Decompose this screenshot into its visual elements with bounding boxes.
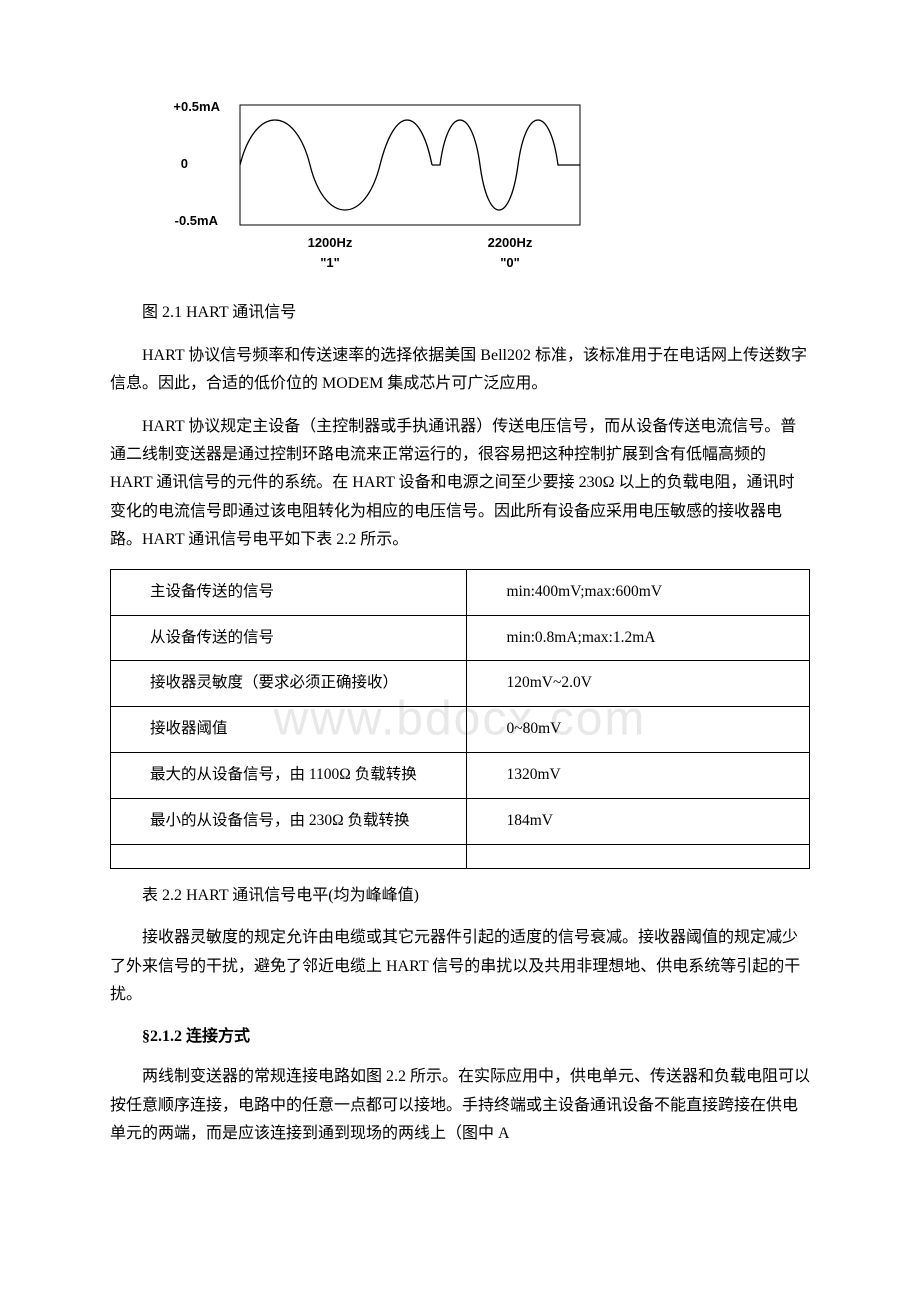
table-row-empty bbox=[111, 844, 810, 868]
hart-signal-svg: +0.5mA 0 -0.5mA 1200Hz 2200Hz "1" "0" bbox=[160, 95, 590, 280]
table-row: 主设备传送的信号 min:400mV;max:600mV bbox=[111, 569, 810, 615]
signal-level-table: 主设备传送的信号 min:400mV;max:600mV 从设备传送的信号 mi… bbox=[110, 569, 810, 869]
x-label-1200: 1200Hz bbox=[308, 235, 353, 250]
x-label-bit0: "0" bbox=[500, 255, 520, 270]
table-cell-value: min:400mV;max:600mV bbox=[467, 569, 810, 615]
paragraph-2: HART 协议规定主设备（主控制器或手执通讯器）传送电压信号，而从设备传送电流信… bbox=[110, 413, 810, 555]
paragraph-1: HART 协议信号频率和传送速率的选择依据美国 Bell202 标准，该标准用于… bbox=[110, 342, 810, 399]
table-row: 最大的从设备信号，由 1100Ω 负载转换 1320mV bbox=[111, 753, 810, 799]
table-row: 最小的从设备信号，由 230Ω 负载转换 184mV bbox=[111, 798, 810, 844]
table-cell-empty bbox=[467, 844, 810, 868]
table-cell-value: 120mV~2.0V bbox=[467, 661, 810, 707]
table-cell-value: 184mV bbox=[467, 798, 810, 844]
table-cell-label: 最小的从设备信号，由 230Ω 负载转换 bbox=[111, 798, 467, 844]
table-cell-label: 从设备传送的信号 bbox=[111, 615, 467, 661]
y-label-top: +0.5mA bbox=[173, 99, 220, 114]
section-heading-2-1-2: §2.1.2 连接方式 bbox=[110, 1024, 810, 1050]
paragraph-4: 两线制变送器的常规连接电路如图 2.2 所示。在实际应用中，供电单元、传送器和负… bbox=[110, 1063, 810, 1148]
table-cell-value: 0~80mV bbox=[467, 707, 810, 753]
table-cell-label: 接收器灵敏度（要求必须正确接收） bbox=[111, 661, 467, 707]
table-row: 接收器阈值 0~80mV bbox=[111, 707, 810, 753]
table-cell-value: min:0.8mA;max:1.2mA bbox=[467, 615, 810, 661]
table-cell-value: 1320mV bbox=[467, 753, 810, 799]
table-row: 接收器灵敏度（要求必须正确接收） 120mV~2.0V bbox=[111, 661, 810, 707]
wave-1200hz bbox=[240, 120, 432, 210]
table-cell-label: 最大的从设备信号，由 1100Ω 负载转换 bbox=[111, 753, 467, 799]
plot-border bbox=[240, 105, 580, 225]
table-cell-empty bbox=[111, 844, 467, 868]
figure-caption-2-1: 图 2.1 HART 通讯信号 bbox=[110, 300, 810, 326]
table-caption-2-2: 表 2.2 HART 通讯信号电平(均为峰峰值) bbox=[110, 883, 810, 909]
table-row: 从设备传送的信号 min:0.8mA;max:1.2mA bbox=[111, 615, 810, 661]
hart-signal-figure: +0.5mA 0 -0.5mA 1200Hz 2200Hz "1" "0" bbox=[160, 95, 810, 280]
table-cell-label: 主设备传送的信号 bbox=[111, 569, 467, 615]
y-label-bot: -0.5mA bbox=[175, 213, 219, 228]
x-label-bit1: "1" bbox=[320, 255, 340, 270]
wave-2200hz bbox=[432, 120, 580, 210]
paragraph-3: 接收器灵敏度的规定允许由电缆或其它元器件引起的适度的信号衰减。接收器阈值的规定减… bbox=[110, 924, 810, 1009]
x-label-2200: 2200Hz bbox=[488, 235, 533, 250]
table-cell-label: 接收器阈值 bbox=[111, 707, 467, 753]
y-label-mid: 0 bbox=[181, 156, 188, 171]
